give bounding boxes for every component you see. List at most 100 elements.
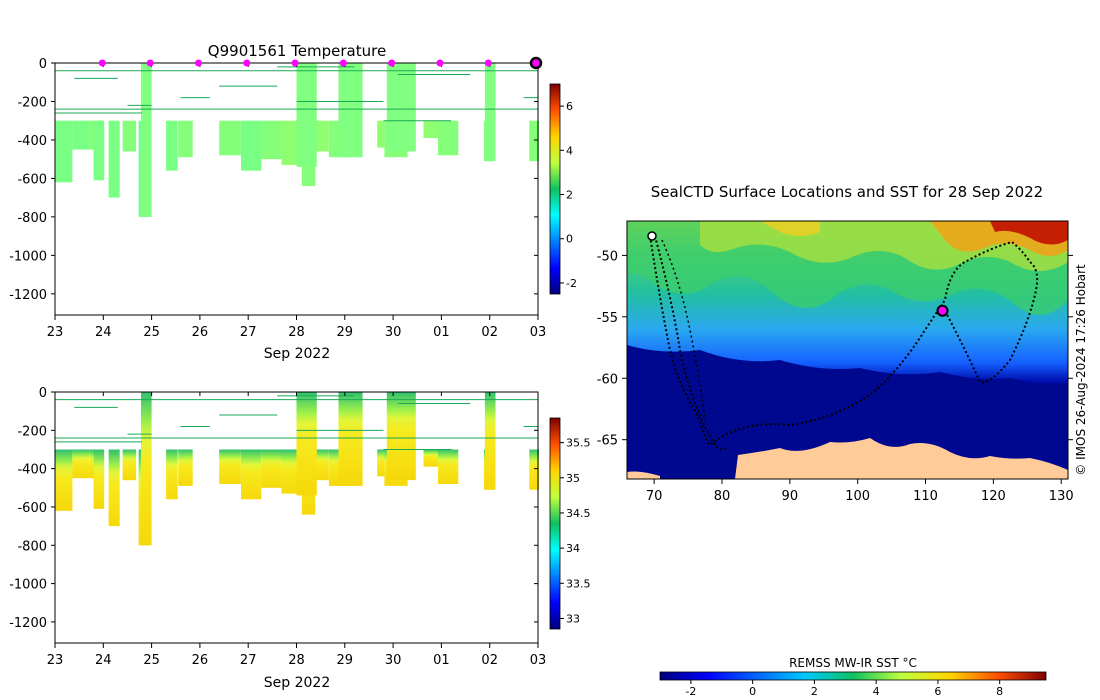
profile-cell [72, 120, 90, 150]
sst-colorbar-tick-label: 0 [749, 685, 756, 698]
sst-colorbar-title: REMSS MW-IR SST °C [789, 656, 917, 670]
temperature-profiles [55, 63, 539, 217]
colorbar-tick-label: 33 [566, 612, 580, 625]
x-tick-label: 26 [192, 325, 209, 340]
salinity-xlabel: Sep 2022 [264, 675, 330, 691]
y-tick-label: -800 [17, 211, 47, 226]
salinity-y-axis: 0 -200 -400 -600 -800 -1000 -1200 [9, 386, 538, 631]
profile-cell [72, 449, 90, 479]
profile-cell [338, 63, 363, 158]
profile-cell [423, 120, 438, 138]
profile-marker [146, 59, 154, 67]
y-tick-label: -800 [17, 539, 47, 554]
sst-colorbar-ticks: -2 0 2 4 6 8 [685, 680, 1003, 698]
profile-marker [291, 59, 299, 67]
y-tick-label: 0 [39, 57, 47, 72]
sst-colorbar [659, 671, 1047, 681]
profile-cell [338, 392, 363, 486]
x-tick-label: 25 [143, 653, 160, 668]
map-title: SealCTD Surface Locations and SST for 28… [651, 183, 1043, 201]
lon-tick-label: 120 [981, 489, 1006, 504]
colorbar-tick-label: 4 [566, 144, 573, 157]
lat-tick-label: -50 [597, 249, 618, 264]
profile-cell [261, 120, 282, 160]
salinity-colorbar-ticks: 33 33.5 34 34.5 35 35.5 [560, 437, 591, 625]
profile-cell [178, 449, 193, 486]
sst-colorbar-tick-label: 6 [934, 685, 941, 698]
profile-cell [55, 449, 73, 511]
lat-tick-label: -65 [597, 434, 618, 449]
profile-marker [484, 59, 492, 67]
map-frame [626, 220, 1069, 480]
profile-cell [315, 120, 329, 152]
profile-marker [195, 59, 202, 67]
profile-cell [108, 449, 120, 527]
salinity-x-axis: 23 24 25 26 27 28 29 30 01 02 03 [47, 392, 547, 668]
temperature-x-axis: 23 24 25 26 27 28 29 30 01 02 03 [47, 63, 547, 340]
profile-cell [122, 120, 137, 152]
profile-cell [377, 120, 385, 148]
colorbar-tick-label: 34 [566, 542, 580, 555]
lon-tick-label: 70 [646, 489, 663, 504]
lon-tick-label: 80 [714, 489, 731, 504]
x-tick-label: 03 [530, 653, 547, 668]
seal-track [649, 235, 1039, 447]
profile-cell [108, 120, 120, 198]
sst-colorbar-tick-label: 8 [996, 685, 1003, 698]
colorbar-tick-label: 34.5 [566, 507, 591, 520]
salinity-profiles [55, 392, 539, 546]
lat-tick-label: -60 [597, 372, 618, 387]
colorbar-tick-label: 6 [566, 100, 573, 113]
profile-cell [386, 63, 416, 152]
x-tick-label: 25 [143, 325, 160, 340]
profile-cell [122, 449, 137, 481]
temperature-y-axis: 0 -200 -400 -600 -800 -1000 -1200 [9, 57, 538, 303]
profile-cell [315, 449, 329, 481]
colorbar-tick-label: 0 [566, 233, 573, 246]
x-tick-label: 03 [530, 325, 547, 340]
profile-cell [219, 120, 241, 156]
temperature-colorbar [549, 83, 561, 295]
y-tick-label: -400 [17, 463, 47, 478]
sst-colorbar-tick-label: 4 [873, 685, 880, 698]
x-tick-label: 27 [240, 653, 257, 668]
profile-cell [296, 392, 317, 496]
y-tick-label: -1000 [9, 249, 47, 264]
lon-tick-label: 110 [913, 489, 938, 504]
temperature-title: Q9901561 Temperature [208, 42, 386, 60]
y-tick-label: -1200 [9, 288, 47, 303]
current-position-marker [936, 304, 949, 317]
profile-marker [436, 59, 444, 67]
y-tick-label: -200 [17, 95, 47, 110]
profile-marker [388, 59, 396, 67]
x-tick-label: 01 [433, 325, 450, 340]
map-credit: © IMOS 26-Aug-2024 17:26 Hobart [1074, 264, 1088, 476]
lon-tick-label: 100 [845, 489, 870, 504]
temperature-gap-lines [55, 66, 538, 122]
profile-cell [529, 449, 539, 490]
colorbar-tick-label: 33.5 [566, 577, 591, 590]
salinity-gap-lines [55, 395, 538, 450]
salinity-section-plot: 23 24 25 26 27 28 29 30 01 02 03 0 -200 -400 -600 -800… [9, 386, 590, 691]
profile-marker [339, 59, 347, 67]
x-tick-label: 23 [47, 653, 64, 668]
colorbar-tick-label: -2 [566, 277, 577, 290]
temperature-section-plot: 23 24 25 26 27 28 29 30 01 02 03 0-200-400-600-800… [9, 42, 577, 362]
map-longitude-axis: 70 80 90 100 110 120 130 [646, 479, 1074, 504]
colorbar-tick-label: 2 [566, 189, 573, 202]
profile-cell [296, 63, 317, 167]
profile-cell [55, 120, 73, 183]
profile-cell [141, 63, 152, 217]
profile-cell [166, 120, 178, 171]
x-tick-label: 02 [481, 653, 498, 668]
x-tick-label: 24 [95, 325, 112, 340]
x-tick-label: 30 [385, 653, 402, 668]
x-tick-label: 30 [385, 325, 402, 340]
y-tick-label: 0 [39, 386, 47, 401]
profile-cell [484, 63, 496, 162]
x-tick-label: 29 [337, 653, 354, 668]
y-tick-label: -600 [17, 501, 47, 516]
y-tick-label: -1200 [9, 616, 47, 631]
x-tick-label: 28 [288, 325, 305, 340]
